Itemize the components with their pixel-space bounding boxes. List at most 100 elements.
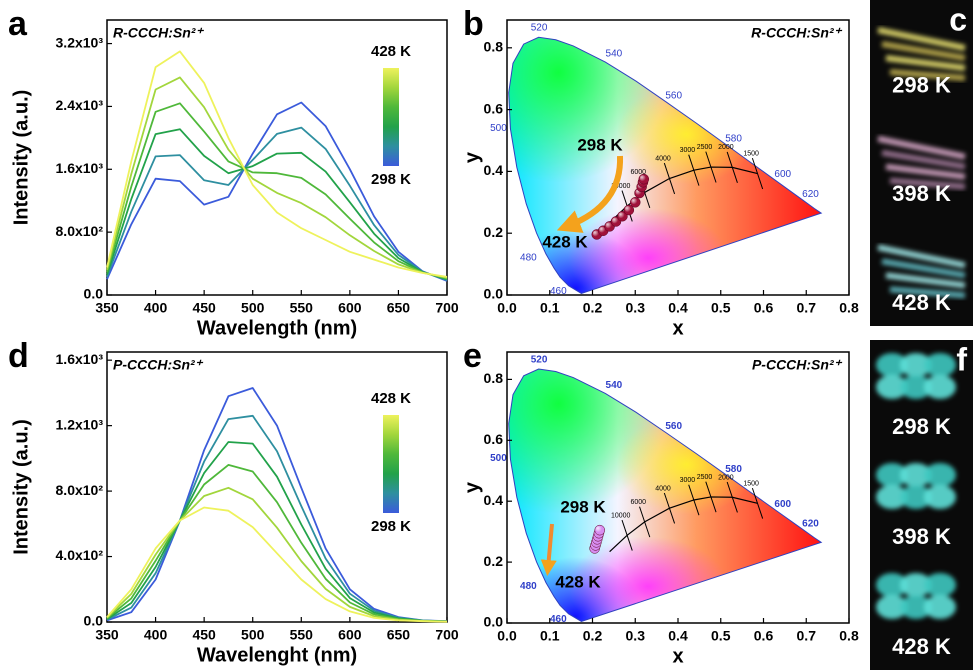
y-tick-label: 0.6 (484, 431, 504, 447)
crystal-chunk (924, 485, 956, 509)
isotherm (663, 162, 676, 195)
locus-label: 460 (550, 614, 567, 625)
crystal-streak (889, 177, 966, 190)
locus-label: 500 (490, 123, 507, 134)
x-tick-label: 350 (95, 627, 119, 643)
spectral-locus (508, 368, 823, 623)
y-tick-label: 8.0x10² (56, 482, 104, 498)
x-tick-label: 700 (435, 627, 459, 643)
cct-label: 1500 (743, 480, 759, 487)
spectrum-line (106, 414, 448, 623)
crystal-chunk (876, 463, 908, 487)
panel-label: d (8, 337, 29, 375)
x-tick-label: 0.3 (626, 300, 646, 316)
cie-point-shine (599, 226, 606, 233)
crystal-streak (881, 258, 966, 279)
cct-label: 4000 (655, 485, 671, 492)
x-tick-label: 0.5 (711, 300, 731, 316)
x-tick-label: 0.5 (711, 628, 731, 644)
cie-point-shine (631, 198, 638, 205)
annotation: 298 K (560, 497, 606, 516)
x-tick-label: 0.2 (583, 300, 603, 316)
x-axis-label: Wavelenght (nm) (197, 644, 357, 666)
x-tick-label: 0.1 (540, 300, 560, 316)
phosphor-glow (877, 27, 966, 81)
locus-label: 500 (490, 453, 507, 464)
locus-label: 620 (802, 519, 819, 530)
crystal-chunk (900, 595, 932, 619)
cct-label: 3000 (680, 147, 696, 154)
phosphor-glow (876, 463, 956, 509)
x-tick-label: 500 (241, 300, 265, 316)
crystal-streak (877, 135, 966, 160)
x-tick-label: 0.4 (668, 628, 688, 644)
x-tick-label: 0.3 (626, 628, 646, 644)
crystal-chunk (900, 485, 932, 509)
x-tick-label: 450 (192, 627, 216, 643)
x-tick-label: 550 (290, 300, 314, 316)
crystal-chunk (924, 353, 956, 377)
cie-point-shine (618, 212, 625, 219)
photo-label: 398 K (892, 524, 951, 549)
cie-point-shine (624, 206, 631, 213)
x-tick-label: 700 (435, 300, 459, 316)
isotherm (705, 481, 717, 513)
planckian-locus (609, 166, 758, 224)
chart-title: R-CCCH:Sn²⁺ (751, 25, 842, 41)
crystal-chunk (900, 353, 932, 377)
locus-label: 620 (802, 189, 819, 200)
crystal-chunk (924, 573, 956, 597)
cct-label: 2500 (697, 474, 713, 481)
y-tick-label: 0.8 (484, 39, 504, 55)
isotherm (726, 151, 738, 183)
cct-label: 2500 (697, 144, 713, 151)
photo-panel: 298 K 398 K 428 K f (870, 340, 973, 670)
x-tick-label: 0.2 (583, 628, 603, 644)
cie-point-shine (612, 217, 619, 224)
cct-label: 4000 (655, 155, 671, 162)
isotherm (663, 492, 676, 524)
photo-label: 398 K (892, 181, 951, 206)
crystal-chunk (900, 375, 932, 399)
crystal-streak (877, 27, 966, 51)
photo-label: 428 K (892, 634, 951, 659)
y-tick-label: 1.2x10³ (56, 416, 104, 432)
cct-label: 2000 (718, 144, 734, 151)
photo-label: 428 K (892, 290, 951, 315)
crystal-chunk (876, 375, 908, 399)
x-axis-label: x (672, 645, 683, 667)
x-tick-label: 400 (144, 300, 168, 316)
y-tick-label: 0.0 (84, 613, 104, 629)
x-tick-label: 650 (387, 300, 411, 316)
crystal-streak (885, 55, 966, 71)
x-tick-label: 650 (387, 627, 411, 643)
spectrum-line (106, 101, 448, 282)
x-tick-label: 500 (241, 627, 265, 643)
y-axis-label: Intensity (a.u.) (10, 419, 32, 555)
annotation: 428 K (555, 572, 601, 591)
y-tick-label: 0.2 (484, 224, 504, 240)
x-tick-label: 0.0 (497, 628, 517, 644)
y-tick-label: 1.6x10³ (56, 351, 104, 367)
cct-label: 6000 (630, 499, 646, 506)
planckian-locus (609, 496, 758, 553)
annotation: 298 K (577, 135, 623, 154)
cct-label: 3000 (680, 477, 696, 484)
x-tick-label: 400 (144, 627, 168, 643)
spectrum-line (106, 441, 448, 623)
photo-label: 298 K (892, 414, 951, 439)
arrow (540, 523, 557, 576)
y-tick-label: 0.0 (484, 614, 504, 630)
crystal-chunk (900, 463, 932, 487)
phosphor-glow (877, 135, 966, 190)
x-tick-label: 0.6 (754, 628, 774, 644)
locus-label: 540 (606, 49, 623, 60)
spectral-locus (508, 36, 823, 295)
crystal-chunk (924, 375, 956, 399)
crystal-streak (877, 244, 966, 269)
x-tick-label: 0.6 (754, 300, 774, 316)
chart-title: R-CCCH:Sn²⁺ (113, 25, 204, 41)
y-axis-label: Intensity (a.u.) (10, 90, 32, 226)
